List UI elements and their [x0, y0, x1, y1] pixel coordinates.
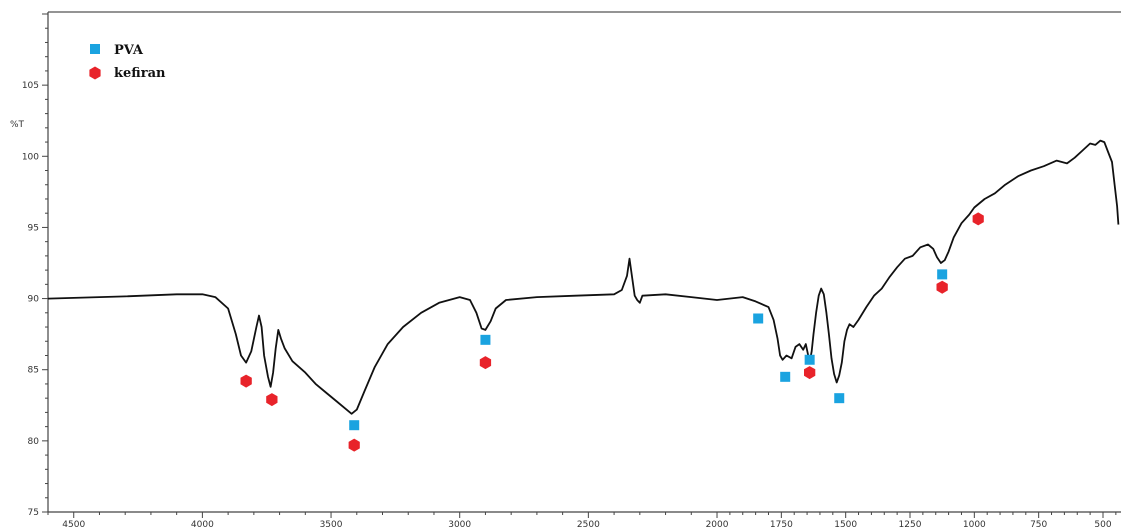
x-tick-label: 3000: [448, 520, 471, 530]
y-tick-label: 100: [22, 152, 39, 162]
pva-peak-marker: [480, 334, 491, 345]
y-axis-unit-label: %T: [10, 120, 25, 130]
y-tick-label: 80: [28, 437, 40, 447]
pva-peak-marker: [834, 393, 845, 404]
x-tick-label: 4500: [62, 520, 85, 530]
kefiran-peak-marker: [479, 356, 492, 370]
x-tick-label: 4000: [191, 520, 214, 530]
y-tick-label: 95: [28, 223, 39, 233]
legend-swatch-pva: [90, 44, 100, 54]
y-tick-label: 105: [22, 81, 39, 91]
legend-label-pva: PVA: [114, 43, 144, 58]
x-tick-label: 3500: [320, 520, 343, 530]
kefiran-peak-marker: [240, 374, 252, 388]
x-tick-label: 1250: [899, 520, 922, 530]
y-tick-label: 75: [28, 508, 39, 518]
pva-peak-marker: [349, 420, 360, 431]
kefiran-peak-marker: [266, 393, 278, 407]
y-tick-label: 85: [28, 366, 39, 376]
pva-peak-marker: [804, 354, 815, 365]
x-tick-label: 500: [1094, 520, 1111, 530]
legend-swatch-kefiran: [89, 66, 101, 80]
x-tick-label: 1500: [834, 520, 857, 530]
pva-peak-marker: [937, 269, 948, 280]
x-tick-label: 750: [1030, 520, 1047, 530]
pva-peak-marker: [753, 313, 764, 324]
x-tick-label: 1000: [963, 520, 986, 530]
kefiran-peak-marker: [972, 212, 984, 226]
kefiran-peak-marker: [936, 280, 948, 294]
legend-label-kefiran: kefiran: [114, 66, 166, 81]
pva-peak-marker: [780, 371, 791, 382]
kefiran-peak-marker: [804, 366, 816, 380]
kefiran-peak-marker: [348, 438, 360, 452]
x-tick-label: 2500: [577, 520, 600, 530]
x-tick-label: 2000: [706, 520, 729, 530]
legend: PVA kefiran: [89, 43, 166, 81]
spectrum-line: [47, 139, 1120, 415]
y-tick-label: 90: [28, 295, 40, 305]
x-tick-label: 1750: [770, 520, 793, 530]
